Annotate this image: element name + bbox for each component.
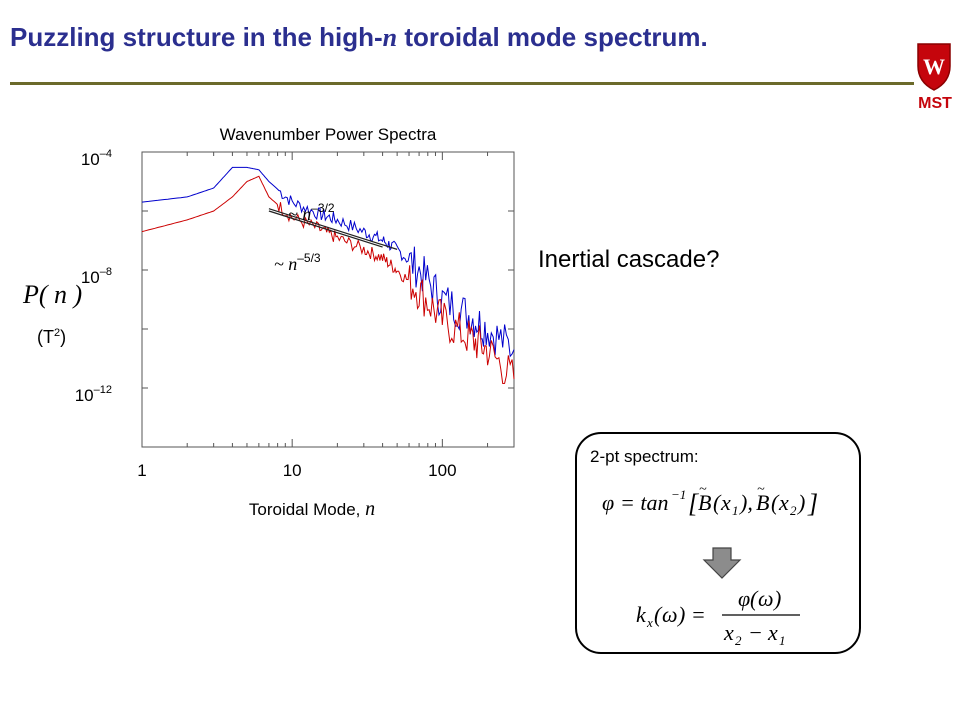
svg-text:−1: −1 — [671, 487, 686, 502]
y-axis-unit: (T2) — [37, 327, 67, 347]
svg-text:),: ), — [738, 490, 753, 515]
svg-text:φ: φ — [602, 490, 614, 515]
inertial-cascade-annotation: Inertial cascade? — [538, 246, 720, 273]
svg-text:x: x — [646, 615, 653, 630]
phase-equation: φ = tan −1 [ B ~ ( x 1 ), B ~ ( x 2 ) ] — [602, 482, 818, 518]
x-tick-label: 10 — [283, 461, 302, 480]
title-part-2: toroidal mode spectrum. — [397, 22, 708, 52]
y-unit-power: 2 — [54, 327, 61, 339]
svg-text:x: x — [778, 490, 789, 515]
panel-label: 2-pt spectrum: — [590, 447, 699, 466]
power-law-fit-line — [268, 210, 383, 248]
svg-text:φ: φ — [738, 586, 750, 611]
power-spectra-chart: Wavenumber Power Spectra ~ n–3/2~ n–5/3 … — [75, 125, 515, 520]
svg-text:~: ~ — [757, 482, 765, 497]
power-law-fit-line — [268, 208, 398, 250]
svg-text:[: [ — [688, 489, 700, 518]
svg-text:B: B — [756, 490, 769, 515]
x-tick-label: 1 — [137, 461, 146, 480]
svg-text:(: ( — [750, 586, 759, 611]
svg-text:x: x — [723, 620, 734, 645]
svg-text:ω: ω — [662, 602, 678, 627]
svg-text:(: ( — [654, 602, 663, 627]
y-axis-label: P( n ) — [23, 280, 83, 309]
svg-text:]: ] — [807, 489, 818, 518]
svg-text:2: 2 — [790, 503, 797, 518]
svg-text:x: x — [767, 620, 778, 645]
svg-text:k: k — [636, 602, 647, 627]
title-italic-n: n — [382, 23, 398, 52]
svg-text:ω: ω — [758, 586, 774, 611]
slide-title: Puzzling structure in the high-n toroida… — [10, 22, 708, 53]
y-tick-label: 10–8 — [81, 266, 112, 287]
crest-letter: W — [923, 54, 945, 79]
svg-text:2: 2 — [735, 633, 742, 648]
svg-text:): ) — [796, 490, 805, 515]
power-law-fit-label: ~ n–5/3 — [274, 251, 321, 274]
title-rule — [10, 82, 914, 85]
series-line-blue — [141, 166, 515, 358]
svg-text:(: ( — [713, 490, 722, 515]
two-point-spectrum-panel — [575, 432, 861, 654]
title-part-1: Puzzling structure in the high- — [10, 22, 383, 52]
svg-text:B: B — [698, 490, 711, 515]
x-axis-label: Toroidal Mode, n — [249, 498, 375, 520]
x-axis-label-text: Toroidal Mode, — [249, 500, 365, 519]
y-tick-label: 10–4 — [81, 148, 112, 169]
svg-text:): ) — [772, 586, 781, 611]
y-tick-label: 10–12 — [75, 384, 112, 405]
x-tick-label: 100 — [428, 461, 456, 480]
svg-text:x: x — [720, 490, 731, 515]
mst-logo: W MST — [917, 43, 952, 112]
wavenumber-equation: k x ( ω ) = φ ( ω ) x 2 − x 1 — [636, 586, 800, 648]
chart-title: Wavenumber Power Spectra — [220, 125, 437, 144]
svg-text:(: ( — [771, 490, 780, 515]
svg-text:= tan: = tan — [620, 490, 668, 515]
svg-text:−: − — [748, 620, 763, 645]
down-arrow-icon — [702, 547, 742, 579]
svg-text:~: ~ — [699, 482, 707, 497]
svg-text:1: 1 — [779, 633, 786, 648]
x-axis-label-var: n — [365, 498, 375, 520]
svg-text:1: 1 — [732, 503, 739, 518]
plot-area-frame — [141, 151, 515, 448]
logo-text: MST — [918, 95, 952, 112]
y-unit-base: T — [43, 327, 54, 347]
crest-shield — [917, 43, 951, 91]
svg-text:) =: ) = — [676, 602, 706, 627]
